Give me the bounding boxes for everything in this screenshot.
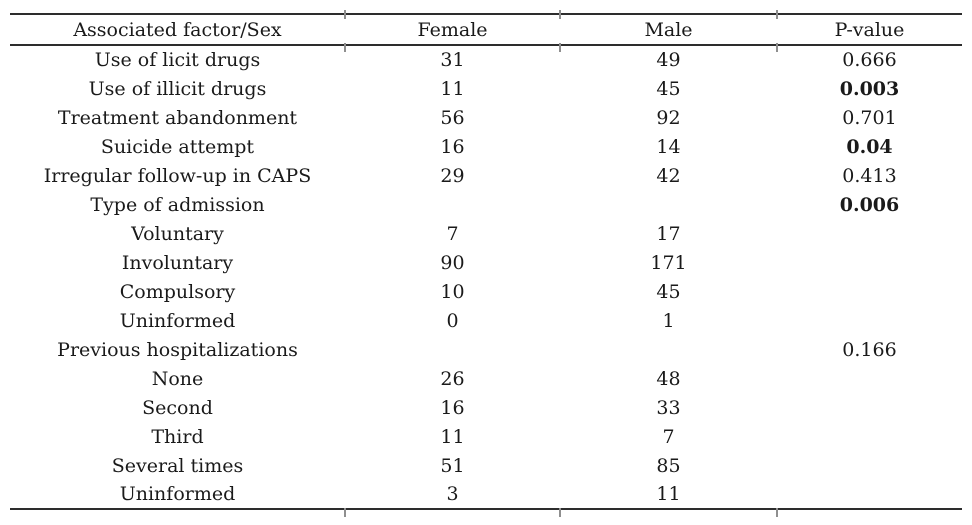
male-cell <box>560 335 777 364</box>
male-cell: 17 <box>656 222 681 245</box>
pvalue-cell: 0.666 <box>842 49 897 71</box>
female-cell: 11 <box>440 77 465 100</box>
paper-table-region: Associated factor/Sex Female Male P-valu… <box>10 10 962 517</box>
table-row: Type of admission 0.006 <box>10 190 962 219</box>
header-female: Female <box>345 14 560 46</box>
pvalue-cell: 0.701 <box>842 106 897 129</box>
male-cell: 85 <box>656 454 681 477</box>
factor-cell: Several times <box>111 454 244 477</box>
pvalue-cell: 0.166 <box>842 338 897 361</box>
male-cell: 7 <box>662 425 675 448</box>
factor-cell: Use of illicit drugs <box>88 77 267 100</box>
female-cell: 0 <box>446 309 459 332</box>
table-row: None 26 48 <box>10 364 962 393</box>
male-cell: 14 <box>656 135 681 158</box>
table-row: Voluntary 7 17 <box>10 219 962 248</box>
pvalue-cell <box>777 393 962 422</box>
factor-cell: Third <box>151 425 204 448</box>
factor-cell: Compulsory <box>119 280 236 303</box>
table-row: Use of licit drugs 31 49 0.666 <box>10 45 962 74</box>
table-row: Suicide attempt 16 14 0.04 <box>10 132 962 161</box>
table-row: Compulsory 10 45 <box>10 277 962 306</box>
pvalue-cell <box>777 451 962 480</box>
female-cell: 10 <box>440 280 465 303</box>
female-cell: 11 <box>440 425 465 448</box>
female-cell: 7 <box>446 222 459 245</box>
female-cell: 26 <box>440 367 465 390</box>
table-row: Involuntary 90 171 <box>10 248 962 277</box>
associated-factors-table: Associated factor/Sex Female Male P-valu… <box>10 13 962 510</box>
female-cell: 3 <box>446 483 459 505</box>
pvalue-cell <box>777 306 962 335</box>
female-cell: 29 <box>440 164 465 187</box>
female-cell <box>345 335 560 364</box>
male-cell: 49 <box>656 49 681 71</box>
pvalue-cell <box>777 248 962 277</box>
table-row: Irregular follow-up in CAPS 29 42 0.413 <box>10 161 962 190</box>
male-cell: 1 <box>662 309 675 332</box>
factor-cell: Previous hospitalizations <box>57 338 298 361</box>
column-separator-tick <box>559 10 561 19</box>
header-row: Associated factor/Sex Female Male P-valu… <box>10 14 962 46</box>
male-cell: 48 <box>656 367 681 390</box>
column-separator-tick <box>776 10 778 19</box>
male-cell: 171 <box>650 251 687 274</box>
factor-cell: Uninformed <box>119 309 236 332</box>
table-row: Uninformed 3 11 <box>10 480 962 509</box>
table-row: Second 16 33 <box>10 393 962 422</box>
column-separator-tick <box>559 508 561 517</box>
pvalue-cell <box>777 480 962 509</box>
column-separator-tick <box>344 43 346 52</box>
male-cell: 33 <box>656 396 681 419</box>
factor-cell: Involuntary <box>121 251 234 274</box>
table-row: Use of illicit drugs 11 45 0.003 <box>10 74 962 103</box>
female-cell: 16 <box>440 135 465 158</box>
male-cell: 92 <box>656 106 681 129</box>
female-cell: 90 <box>440 251 465 274</box>
table-row: Treatment abandonment 56 92 0.701 <box>10 103 962 132</box>
male-cell <box>560 190 777 219</box>
column-separator-tick <box>776 43 778 52</box>
factor-cell: Suicide attempt <box>100 135 255 158</box>
female-cell: 31 <box>440 49 465 71</box>
female-cell: 16 <box>440 396 465 419</box>
pvalue-cell: 0.003 <box>839 77 900 100</box>
table-row: Uninformed 0 1 <box>10 306 962 335</box>
factor-cell: Type of admission <box>90 193 265 216</box>
factor-cell: Second <box>142 396 213 419</box>
pvalue-cell: 0.413 <box>842 164 897 187</box>
header-pvalue: P-value <box>777 14 962 46</box>
column-separator-tick <box>344 508 346 517</box>
male-cell: 45 <box>656 77 681 100</box>
column-separator-tick <box>776 508 778 517</box>
pvalue-cell <box>777 422 962 451</box>
header-male: Male <box>560 14 777 46</box>
pvalue-cell <box>777 277 962 306</box>
female-cell: 56 <box>440 106 465 129</box>
pvalue-cell: 0.006 <box>839 193 900 216</box>
male-cell: 42 <box>656 164 681 187</box>
pvalue-cell <box>777 364 962 393</box>
factor-cell: Irregular follow-up in CAPS <box>43 164 312 187</box>
female-cell: 51 <box>440 454 465 477</box>
table-row: Several times 51 85 <box>10 451 962 480</box>
male-cell: 45 <box>656 280 681 303</box>
column-separator-tick <box>344 10 346 19</box>
pvalue-cell: 0.04 <box>846 135 893 158</box>
factor-cell: Treatment abandonment <box>57 106 298 129</box>
table-body: Use of licit drugs 31 49 0.666 Use of illici… <box>10 45 962 509</box>
factor-cell: Voluntary <box>131 222 224 245</box>
table-header: Associated factor/Sex Female Male P-valu… <box>10 14 962 46</box>
table-row: Previous hospitalizations 0.166 <box>10 335 962 364</box>
factor-cell: None <box>151 367 204 390</box>
factor-cell: Use of licit drugs <box>94 49 261 71</box>
header-factor: Associated factor/Sex <box>10 14 345 46</box>
column-separator-tick <box>559 43 561 52</box>
table-row: Third 11 7 <box>10 422 962 451</box>
pvalue-cell <box>777 219 962 248</box>
factor-cell: Uninformed <box>119 483 236 505</box>
female-cell <box>345 190 560 219</box>
male-cell: 11 <box>656 483 681 505</box>
